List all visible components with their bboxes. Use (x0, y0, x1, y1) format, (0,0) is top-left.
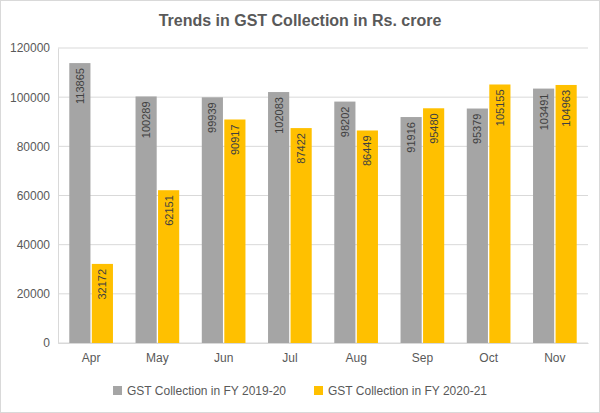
x-axis-line (59, 343, 589, 344)
data-label: 95379 (471, 114, 483, 145)
y-tick: 20000 (17, 287, 58, 301)
x-tick-label: Oct (479, 351, 498, 365)
bar (533, 89, 554, 343)
data-label: 86449 (361, 135, 373, 166)
y-tick: 60000 (17, 189, 58, 203)
y-tick: 100000 (10, 91, 58, 105)
x-tick: Oct (479, 351, 498, 365)
y-tick: 80000 (17, 140, 58, 154)
x-tick-label: Apr (82, 351, 101, 365)
series (92, 84, 577, 343)
data-label: 99939 (206, 102, 218, 133)
bar (334, 102, 355, 343)
y-tick-label: 40000 (17, 238, 51, 252)
bar (467, 109, 488, 343)
x-tick: Jun (214, 351, 233, 365)
x-tick: Aug (345, 351, 366, 365)
data-label: 103491 (538, 94, 550, 131)
x-tick-label: Sep (412, 351, 434, 365)
bar (291, 128, 312, 343)
bar (556, 85, 577, 343)
legend-label: GST Collection in FY 2019-20 (127, 384, 286, 398)
bar (423, 108, 444, 343)
x-tick-label: Jul (282, 351, 297, 365)
plot: 0200004000060000800001000001200001138651… (10, 41, 589, 364)
legend-item: GST Collection in FY 2020-21 (314, 384, 487, 398)
y-tick: 120000 (10, 41, 58, 55)
data-label: 98202 (339, 107, 351, 138)
data-label: 87422 (295, 133, 307, 164)
bar (357, 130, 378, 343)
bar (92, 264, 113, 343)
y-tick-label: 80000 (17, 140, 51, 154)
data-label: 62151 (163, 195, 175, 226)
bar (69, 63, 90, 343)
legend-label: GST Collection in FY 2020-21 (328, 384, 487, 398)
bar (202, 97, 223, 343)
x-tick: Sep (412, 351, 434, 365)
y-tick: 40000 (17, 238, 58, 252)
bar (224, 119, 245, 343)
y-tick-label: 20000 (17, 287, 51, 301)
x-tick: Apr (82, 351, 101, 365)
grid-line (58, 48, 588, 49)
y-axis: 0 20000 40000 60000 80000 100000 120000 (10, 41, 59, 350)
y-axis-line (58, 49, 59, 344)
legend-item: GST Collection in FY 2019-20 (113, 384, 286, 398)
data-label: 105155 (494, 89, 506, 126)
chart: Trends in GST Collection in Rs. crore 0 20… (0, 0, 600, 413)
x-axis: Apr May Jun Jul Aug Sep Oct Nov (59, 344, 589, 365)
y-tick-label: 60000 (17, 189, 51, 203)
x-tick-label: Nov (544, 351, 565, 365)
x-tick-label: May (146, 351, 169, 365)
series (69, 63, 554, 343)
data-label: 90917 (229, 124, 241, 155)
legend-swatch (314, 386, 323, 395)
bar (489, 84, 510, 343)
x-tick-label: Aug (345, 351, 366, 365)
x-tick: Nov (544, 351, 565, 365)
data-label: 102083 (273, 97, 285, 134)
x-tick: Jul (282, 351, 297, 365)
title: Trends in GST Collection in Rs. crore (159, 12, 442, 29)
data-label: 95480 (428, 113, 440, 144)
x-tick: May (146, 351, 169, 365)
data-label: 100289 (140, 101, 152, 138)
data-label: 32172 (96, 269, 108, 300)
data-label: 91916 (405, 122, 417, 153)
x-tick-label: Jun (214, 351, 233, 365)
bar (136, 96, 157, 343)
grid (58, 48, 588, 343)
bar (268, 92, 289, 343)
data-labels: 113865 100289 99939 102083 98202 91916 95379 10… (74, 68, 572, 299)
y-tick: 0 (43, 336, 58, 350)
bar (401, 117, 422, 343)
y-tick-label: 0 (43, 336, 50, 350)
chart-border (1, 1, 600, 413)
y-tick-label: 120000 (10, 41, 50, 55)
data-label: 104963 (560, 90, 572, 127)
legend: GST Collection in FY 2019-20 GST Collecti… (113, 384, 487, 398)
bar (158, 190, 179, 343)
data-label: 113865 (74, 68, 86, 104)
legend-swatch (113, 386, 122, 395)
bars (69, 63, 576, 343)
y-tick-label: 100000 (10, 91, 50, 105)
